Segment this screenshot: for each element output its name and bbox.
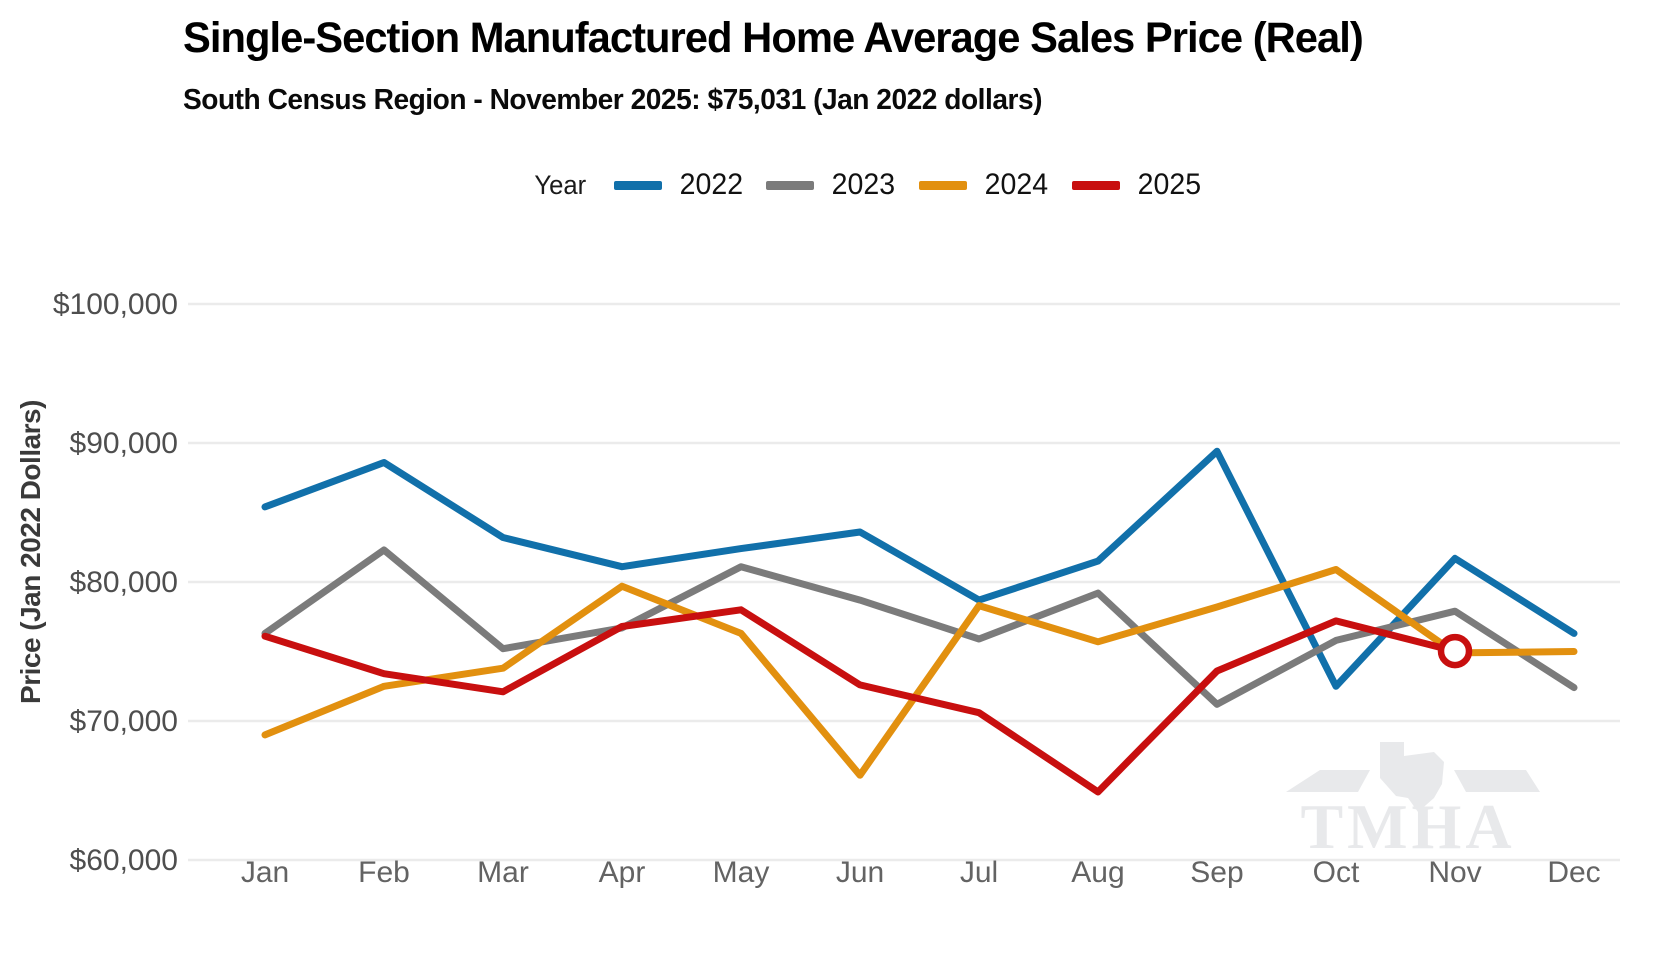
legend-line-swatch bbox=[613, 180, 662, 190]
x-tick-label-Mar: Mar bbox=[477, 856, 529, 889]
y-tick-label: $60,000 bbox=[70, 844, 178, 877]
legend-line-swatch bbox=[766, 180, 815, 190]
legend-entry-label: 2023 bbox=[831, 168, 896, 201]
series-line-2024 bbox=[261, 566, 1578, 779]
x-tick-label-Apr: Apr bbox=[599, 856, 646, 889]
series-line-2022 bbox=[261, 447, 1578, 690]
y-tick-label: $100,000 bbox=[53, 288, 178, 321]
legend-entry-2024: 2024 bbox=[919, 168, 1050, 202]
legend-entry-label: 2024 bbox=[984, 168, 1049, 201]
legend-line-swatch bbox=[919, 180, 968, 190]
series-line-2023 bbox=[261, 546, 1578, 708]
legend-entry-label: 2025 bbox=[1137, 168, 1201, 201]
series-line-2025 bbox=[261, 606, 1459, 796]
y-tick-label: $80,000 bbox=[70, 566, 178, 599]
x-tick-label-Feb: Feb bbox=[358, 856, 410, 889]
legend-line-swatch bbox=[1071, 180, 1120, 190]
x-tick-label-Aug: Aug bbox=[1071, 856, 1124, 889]
x-tick-label-Jan: Jan bbox=[241, 856, 289, 889]
legend-title: Year bbox=[534, 169, 587, 200]
legend-entry-2025: 2025 bbox=[1071, 168, 1203, 202]
x-tick-label-Jul: Jul bbox=[960, 856, 998, 889]
legend-entry-label: 2022 bbox=[679, 168, 743, 201]
chart-title: Single-Section Manufactured Home Average… bbox=[183, 14, 1364, 62]
highlight-marker-open-circle bbox=[1437, 633, 1473, 669]
x-tick-label-May: May bbox=[713, 856, 770, 889]
x-tick-label-Sep: Sep bbox=[1190, 856, 1243, 889]
x-tick-label-Nov: Nov bbox=[1428, 856, 1481, 889]
x-tick-label-Jun: Jun bbox=[836, 856, 884, 889]
chart-legend: Year 2022 2023 2024 2025 bbox=[533, 168, 1203, 202]
chart-subtitle: South Census Region - November 2025: $75… bbox=[183, 84, 1042, 116]
legend-entry-2022: 2022 bbox=[613, 168, 745, 202]
x-tick-label-Oct: Oct bbox=[1313, 856, 1360, 889]
x-tick-label-Dec: Dec bbox=[1547, 856, 1600, 889]
y-tick-label: $90,000 bbox=[70, 427, 178, 460]
legend-entry-2023: 2023 bbox=[766, 168, 897, 202]
y-tick-label: $70,000 bbox=[70, 705, 178, 738]
